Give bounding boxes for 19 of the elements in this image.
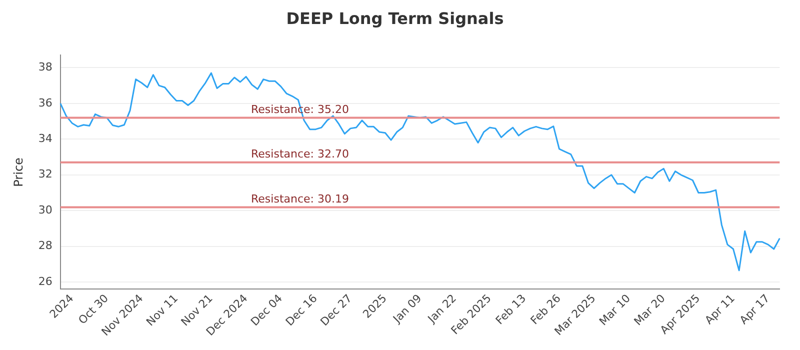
x-tick-label: Dec 16 (283, 292, 320, 328)
ref-line-label: Resistance: 32.70 (251, 148, 349, 161)
y-tick-label: 38 (38, 60, 52, 74)
y-tick-label: 26 (38, 274, 52, 288)
y-tick-label: 28 (38, 239, 52, 252)
x-tick-label: Mar 10 (596, 292, 633, 328)
ref-line-label: Resistance: 30.19 (251, 192, 349, 206)
y-tick-label: 34 (38, 132, 52, 146)
chart-title: DEEP Long Term Signals (286, 8, 504, 28)
x-tick-label: Dec 04 (248, 292, 285, 328)
y-tick-label: 30 (38, 203, 52, 216)
x-tick-label: Feb 13 (493, 292, 529, 328)
x-tick-label: Jan 09 (390, 292, 424, 326)
x-tick-label: Apr 11 (702, 292, 738, 327)
x-tick-label: Apr 17 (737, 292, 772, 327)
y-tick-label: 36 (38, 96, 52, 110)
x-tick-label: Dec 27 (318, 292, 355, 328)
y-axis-title: Price (11, 158, 26, 187)
y-tick-label: 32 (38, 168, 52, 181)
